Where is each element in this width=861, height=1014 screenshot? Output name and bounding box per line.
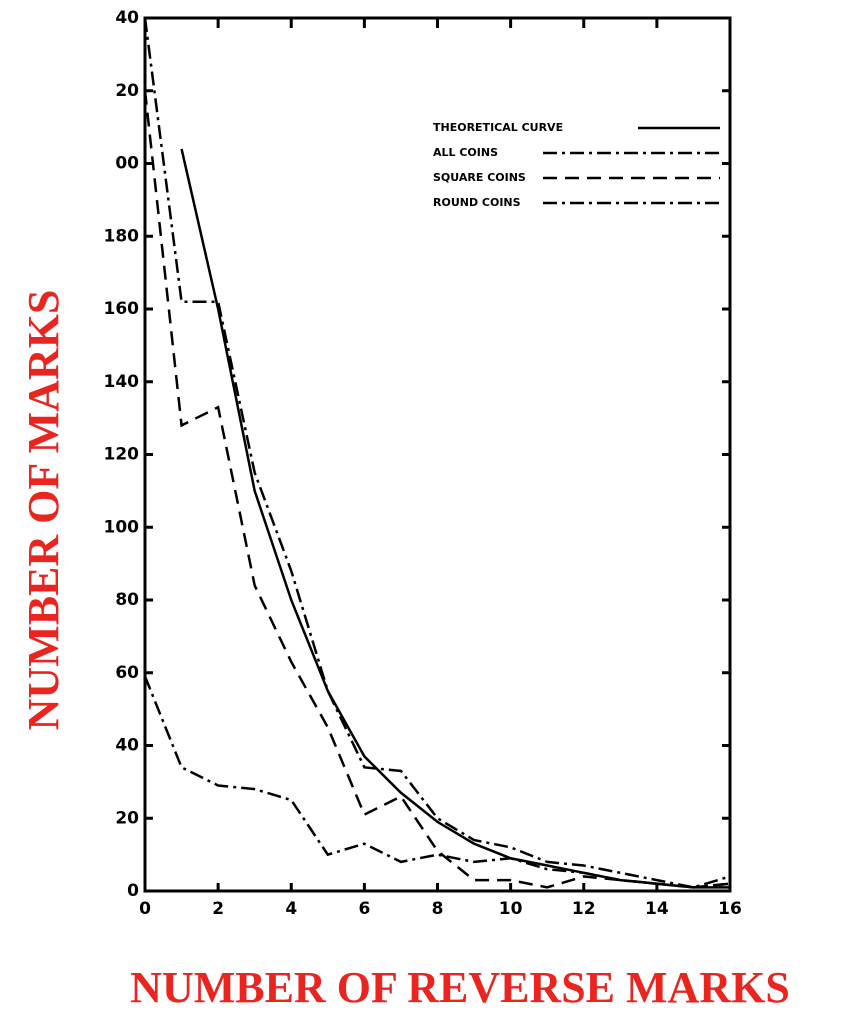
series-line	[143, 17, 731, 889]
y-tick-label: 40	[115, 8, 139, 28]
legend-label: SQUARE COINS	[433, 171, 526, 184]
y-tick-label: 00	[115, 154, 139, 174]
x-tick-label: 0	[139, 899, 151, 919]
series-line	[143, 675, 731, 889]
legend-label: THEORETICAL CURVE	[433, 121, 563, 134]
y-tick-label: 40	[115, 736, 139, 756]
y-tick-label: 140	[104, 372, 140, 392]
y-tick-label: 60	[115, 663, 139, 683]
y-tick-label: 120	[104, 445, 140, 465]
legend-label: ALL COINS	[433, 146, 498, 159]
x-tick-label: 6	[358, 899, 370, 919]
legend-label: ROUND COINS	[433, 196, 521, 209]
x-tick-label: 2	[212, 899, 224, 919]
x-tick-label: 4	[285, 899, 297, 919]
y-tick-label: 160	[104, 299, 140, 319]
x-tick-label: 12	[572, 899, 596, 919]
series-line	[143, 90, 731, 889]
x-tick-label: 10	[499, 899, 523, 919]
y-tick-label: 80	[115, 590, 139, 610]
y-tick-label: 20	[115, 81, 139, 101]
y-tick-label: 100	[104, 517, 140, 537]
series-line	[180, 148, 730, 889]
y-tick-label: 180	[104, 226, 140, 246]
y-tick-label: 20	[115, 808, 139, 828]
y-axis-label: NUMBER OF MARKS	[19, 290, 68, 731]
x-tick-label: 16	[718, 899, 742, 919]
y-tick-label: 0	[127, 881, 139, 901]
x-tick-label: 14	[645, 899, 669, 919]
x-tick-label: 8	[432, 899, 444, 919]
x-axis-label: NUMBER OF REVERSE MARKS	[130, 963, 790, 1012]
